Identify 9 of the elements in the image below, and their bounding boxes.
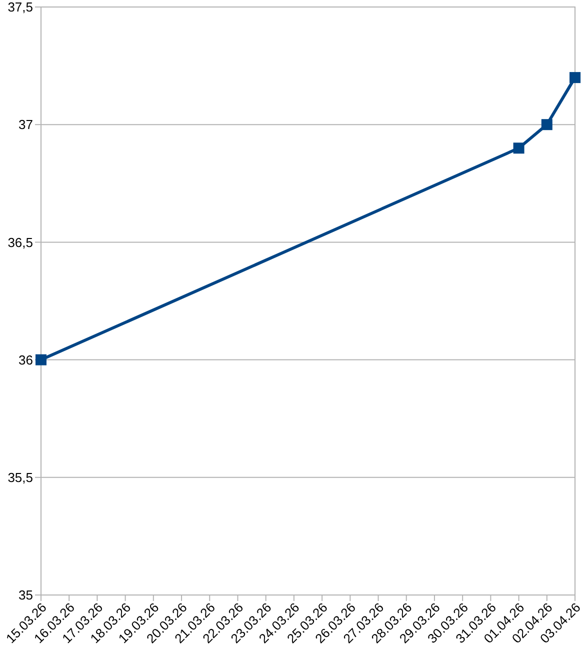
y-tick-label: 35 xyxy=(18,588,33,603)
point xyxy=(541,119,552,130)
y-tick-label: 35,5 xyxy=(8,470,33,485)
y-tick-label: 36 xyxy=(18,352,33,368)
point xyxy=(513,142,524,154)
y-tick-label: 37 xyxy=(18,117,33,132)
y-tick-label: 37,5 xyxy=(8,0,33,15)
point xyxy=(570,72,580,84)
y-tick-label: 36,5 xyxy=(8,234,33,250)
